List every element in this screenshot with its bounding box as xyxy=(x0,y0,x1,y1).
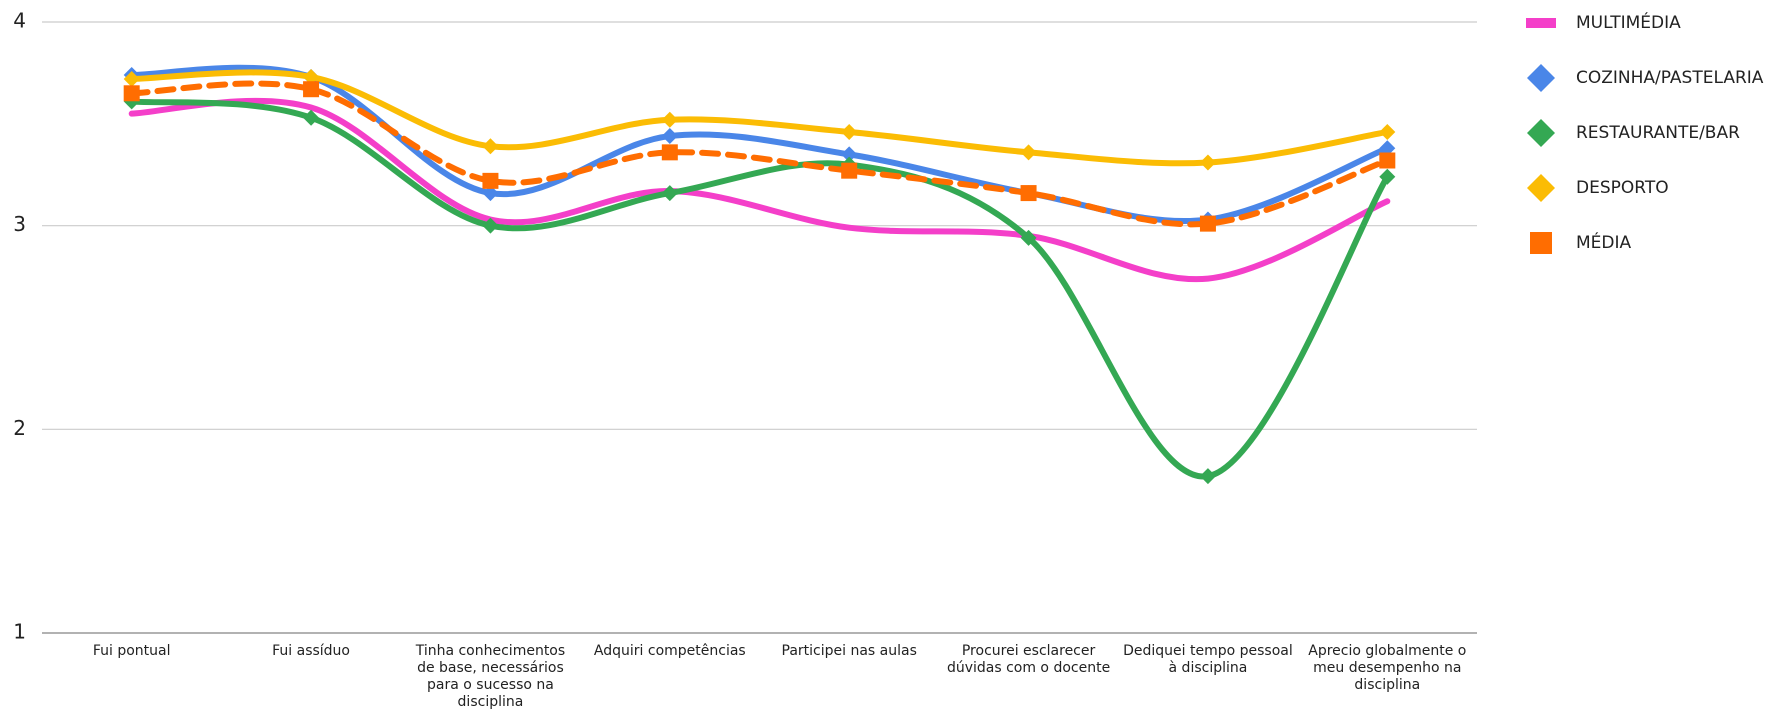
series-line xyxy=(128,69,1391,167)
y-tick-label: 4 xyxy=(13,9,26,33)
point-marker xyxy=(1199,154,1216,171)
x-tick-label: Tinha conhecimentos de base, necessários… xyxy=(415,643,566,710)
legend-swatch xyxy=(1527,64,1555,92)
x-tick-label: Participei nas aulas xyxy=(781,643,917,659)
legend-label: MULTIMÉDIA xyxy=(1576,11,1681,33)
point-marker xyxy=(482,138,499,155)
x-tick-label: Dediquei tempo pessoal à disciplina xyxy=(1123,643,1293,676)
y-tick-label: 1 xyxy=(13,620,26,644)
point-marker xyxy=(661,128,678,145)
point-marker xyxy=(661,111,678,128)
point-marker xyxy=(303,81,320,98)
point-marker xyxy=(1379,123,1396,140)
point-marker xyxy=(1020,144,1037,161)
series-line xyxy=(128,80,1391,228)
point-marker xyxy=(1020,229,1037,246)
point-marker xyxy=(841,146,858,163)
point-marker xyxy=(661,185,678,202)
point-marker xyxy=(482,217,499,234)
point-marker xyxy=(1379,140,1396,157)
legend-swatch xyxy=(1527,174,1555,202)
legend-swatch xyxy=(1530,232,1552,254)
point-marker xyxy=(841,162,858,179)
point-marker xyxy=(123,85,140,102)
x-tick-label: Fui pontual xyxy=(92,643,171,659)
x-tick-label: Adquiri competências xyxy=(593,643,746,659)
series-line xyxy=(128,64,1391,225)
point-marker xyxy=(1020,185,1037,202)
point-marker xyxy=(303,68,320,85)
legend-swatch xyxy=(1527,119,1555,147)
x-tick-label: Fui assíduo xyxy=(272,643,350,659)
x-tick-label: Procurei esclarecer dúvidas com o docent… xyxy=(946,643,1111,676)
legend-label: COZINHA/PASTELARIA xyxy=(1576,68,1764,88)
x-tick-label: Aprecio globalmente o meu desempenho na … xyxy=(1308,643,1467,693)
point-marker xyxy=(1199,215,1216,232)
series-line xyxy=(128,97,1391,283)
point-marker xyxy=(303,109,320,126)
y-tick-label: 2 xyxy=(13,416,26,440)
point-marker xyxy=(123,71,140,88)
legend-swatch xyxy=(1526,18,1556,28)
point-marker xyxy=(1199,468,1216,485)
legend-label: DESPORTO xyxy=(1576,178,1669,198)
point-marker xyxy=(841,123,858,140)
point-marker xyxy=(1379,168,1396,185)
legend-label: RESTAURANTE/BAR xyxy=(1576,123,1740,143)
point-marker xyxy=(1379,152,1396,169)
legend-label: MÉDIA xyxy=(1576,231,1632,253)
y-tick-label: 3 xyxy=(13,212,26,236)
point-marker xyxy=(482,172,499,189)
point-marker xyxy=(482,185,499,202)
point-marker xyxy=(661,144,678,161)
